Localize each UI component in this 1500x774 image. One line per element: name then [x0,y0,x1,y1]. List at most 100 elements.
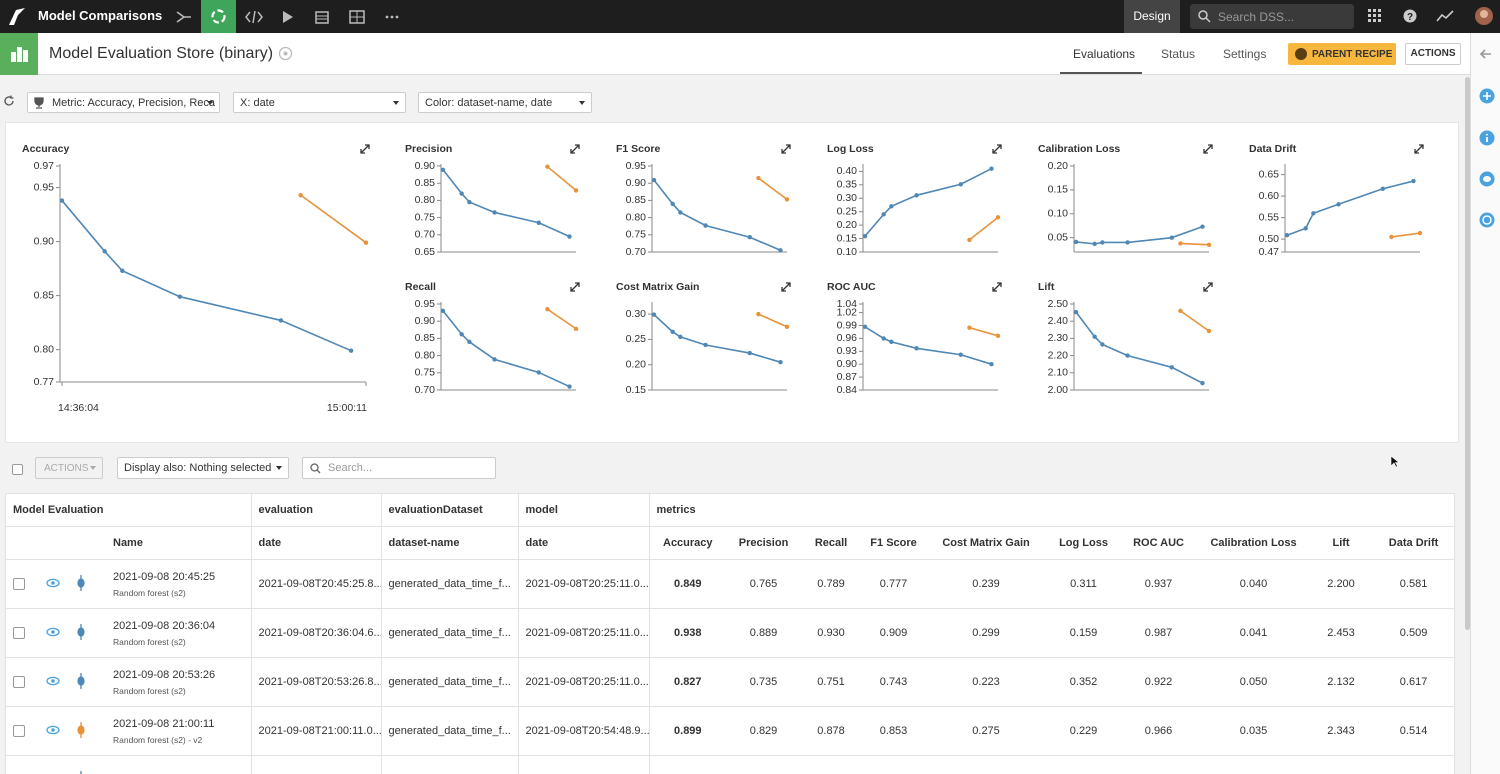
view-icon[interactable] [46,725,60,735]
data-point [573,326,579,331]
row-checkbox[interactable] [13,627,25,639]
name-cell: 2021-09-08 20:45:25 Random forest (s2) [106,559,252,609]
table-cell: 0.299 [926,608,1047,658]
view-icon[interactable] [46,627,60,637]
expand-icon[interactable] [992,144,1002,154]
add-icon[interactable] [1479,88,1495,104]
column-header[interactable]: Recall [801,526,862,560]
data-point [1100,240,1105,245]
column-header[interactable]: Lift [1311,526,1372,560]
column-header[interactable]: date [518,526,650,560]
data-point [889,204,894,209]
flow-icon[interactable] [175,8,193,26]
table-cell: 0.509 [1371,608,1454,658]
column-header[interactable]: dataset-name [381,526,519,560]
expand-icon[interactable] [1414,144,1424,154]
column-header[interactable]: Name [106,526,252,560]
x-dropdown[interactable]: X: date [233,92,406,113]
data-point [967,325,972,330]
column-header[interactable]: Data Drift [1371,526,1454,560]
row-checkbox[interactable] [13,725,25,737]
logo[interactable] [6,6,28,28]
mode-button[interactable]: Design [1124,0,1180,33]
dashboard-icon[interactable] [348,8,366,26]
column-header[interactable]: F1 Score [861,526,927,560]
activity-icon[interactable] [1436,9,1454,23]
select-all-checkbox[interactable] [12,464,23,475]
view-icon[interactable] [46,676,60,686]
info-icon[interactable] [278,46,293,61]
row-checkbox[interactable] [13,676,25,688]
data-point [467,199,472,205]
column-header[interactable]: Calibration Loss [1196,526,1312,560]
expand-icon[interactable] [781,282,791,292]
data-point [1303,226,1308,231]
header: Model Evaluation Store (binary) Evaluati… [0,33,1470,75]
data-point [467,339,472,345]
eye-cell [39,657,69,707]
parent-recipe-button[interactable]: PARENT RECIPE [1288,43,1396,65]
column-header[interactable]: Log Loss [1046,526,1122,560]
tab[interactable]: Status [1161,47,1196,61]
column-header-empty [39,526,69,560]
actions-button[interactable]: ACTIONS [1405,43,1461,65]
evaluation-name[interactable]: 2021-09-08 20:45:25 [113,570,216,583]
evaluation-name[interactable]: 2021-09-08 20:53:26 [113,668,216,681]
y-tick-label: 0.85 [626,194,647,206]
data-point [492,210,497,215]
evaluation-name[interactable]: 2021-09-08 21:00:11 [113,717,215,730]
tab[interactable]: Settings [1223,47,1267,61]
table-actions-button[interactable]: ACTIONS [35,457,103,479]
checkbox-cell [6,608,39,658]
code-icon[interactable] [244,8,264,26]
expand-icon[interactable] [360,144,370,154]
row-checkbox[interactable] [13,578,25,590]
expand-icon[interactable] [570,144,580,154]
column-header[interactable]: date [251,526,382,560]
evaluation-name[interactable]: 2021-09-08 20:36:04 [113,619,216,632]
details-icon[interactable] [1479,130,1495,146]
data-point [958,352,963,357]
timeline-icon[interactable] [1479,212,1495,228]
y-tick-label: 2.50 [1048,298,1069,310]
expand-icon[interactable] [570,282,580,292]
data-point [120,268,125,273]
store-icon [0,33,38,75]
apps-icon[interactable] [1368,9,1382,23]
mouse-cursor [1390,455,1400,468]
model-label: Random forest (s2) - v2 [113,734,203,745]
view-icon[interactable] [46,578,60,588]
column-header[interactable]: Accuracy [649,526,727,560]
table-cell: 2021-09-08T20:25:11.0... [518,559,650,609]
display-dropdown[interactable]: Display also: Nothing selected [117,457,289,479]
table-cell: 2.343 [1311,706,1372,756]
run-icon[interactable] [280,8,296,26]
color-dropdown[interactable]: Color: dataset-name, date [418,92,592,113]
data-point [1411,178,1416,184]
deploy-icon[interactable] [313,8,331,26]
data-point [348,348,354,353]
expand-icon[interactable] [781,144,791,154]
name-cell: 2021-09-08 20:36:04 Random forest (s2) [106,608,252,658]
search-box[interactable]: Search DSS... [1190,4,1354,29]
y-tick-label: 2.00 [1048,384,1069,396]
table-search[interactable]: Search... [302,457,496,479]
column-header[interactable]: ROC AUC [1121,526,1197,560]
refresh-icon[interactable] [3,95,15,107]
table-cell: generated_data_time_f... [381,706,519,756]
ml-icon[interactable] [201,0,236,33]
column-header[interactable]: Cost Matrix Gain [926,526,1047,560]
metric-dropdown[interactable]: Metric: Accuracy, Precision, Reca [27,92,220,113]
more-icon[interactable] [383,8,401,26]
avatar[interactable] [1474,6,1494,26]
table-cell: 0.035 [1196,706,1312,756]
tab[interactable]: Evaluations [1073,47,1136,61]
expand-icon[interactable] [1203,144,1213,154]
expand-icon[interactable] [992,282,1002,292]
collapse-icon[interactable] [1479,47,1493,61]
help-icon[interactable]: ? [1403,9,1417,23]
column-header[interactable]: Precision [726,526,802,560]
discussion-icon[interactable] [1479,171,1495,187]
expand-icon[interactable] [1203,282,1213,292]
scrollbar[interactable] [1465,77,1470,630]
